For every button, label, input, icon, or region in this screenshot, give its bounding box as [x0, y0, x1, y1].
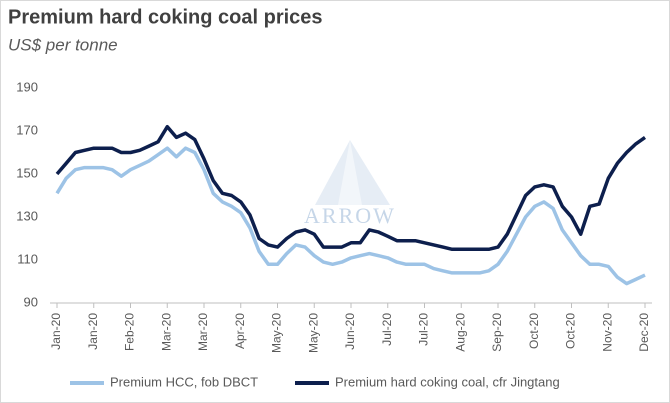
- x-tick-label: Feb-20: [123, 313, 137, 351]
- x-tick-label: Jul-20: [380, 313, 394, 346]
- x-tick-label: Jul-20: [417, 313, 431, 346]
- series-line: [55, 146, 646, 286]
- watermark: ARROW: [304, 203, 396, 228]
- y-tick-label: 190: [16, 79, 38, 94]
- x-tick-label: Sep-20: [490, 313, 504, 352]
- chart-subtitle: US$ per tonne: [8, 35, 118, 54]
- legend-label: Premium HCC, fob DBCT: [110, 374, 258, 389]
- x-tick-label: Aug-20: [453, 313, 467, 352]
- watermark-logo: [315, 140, 390, 205]
- legend-label: Premium hard coking coal, cfr Jingtang: [335, 374, 560, 389]
- y-tick-label: 150: [16, 165, 38, 180]
- y-tick-label: 130: [16, 208, 38, 223]
- x-tick-label: Oct-20: [527, 313, 541, 349]
- y-tick-label: 170: [16, 122, 38, 137]
- series-line: [55, 124, 647, 252]
- x-tick-label: Dec-20: [637, 313, 651, 352]
- x-tick-label: Mar-20: [159, 313, 173, 351]
- x-tick-label: Jan-20: [49, 313, 63, 350]
- chart-title: Premium hard coking coal prices: [8, 6, 323, 28]
- y-tick-label: 110: [17, 251, 38, 266]
- y-tick-label: 90: [24, 294, 38, 309]
- x-tick-label: Mar-20: [196, 313, 210, 351]
- x-tick-label: Jun-20: [343, 313, 357, 350]
- x-tick-label: May-20: [306, 313, 320, 353]
- x-tick-label: Apr-20: [233, 313, 247, 349]
- x-tick-label: Oct-20: [564, 313, 578, 349]
- x-tick-label: May-20: [270, 313, 284, 353]
- x-tick-label: Nov-20: [600, 313, 614, 352]
- x-tick-label: Jan-20: [86, 313, 100, 350]
